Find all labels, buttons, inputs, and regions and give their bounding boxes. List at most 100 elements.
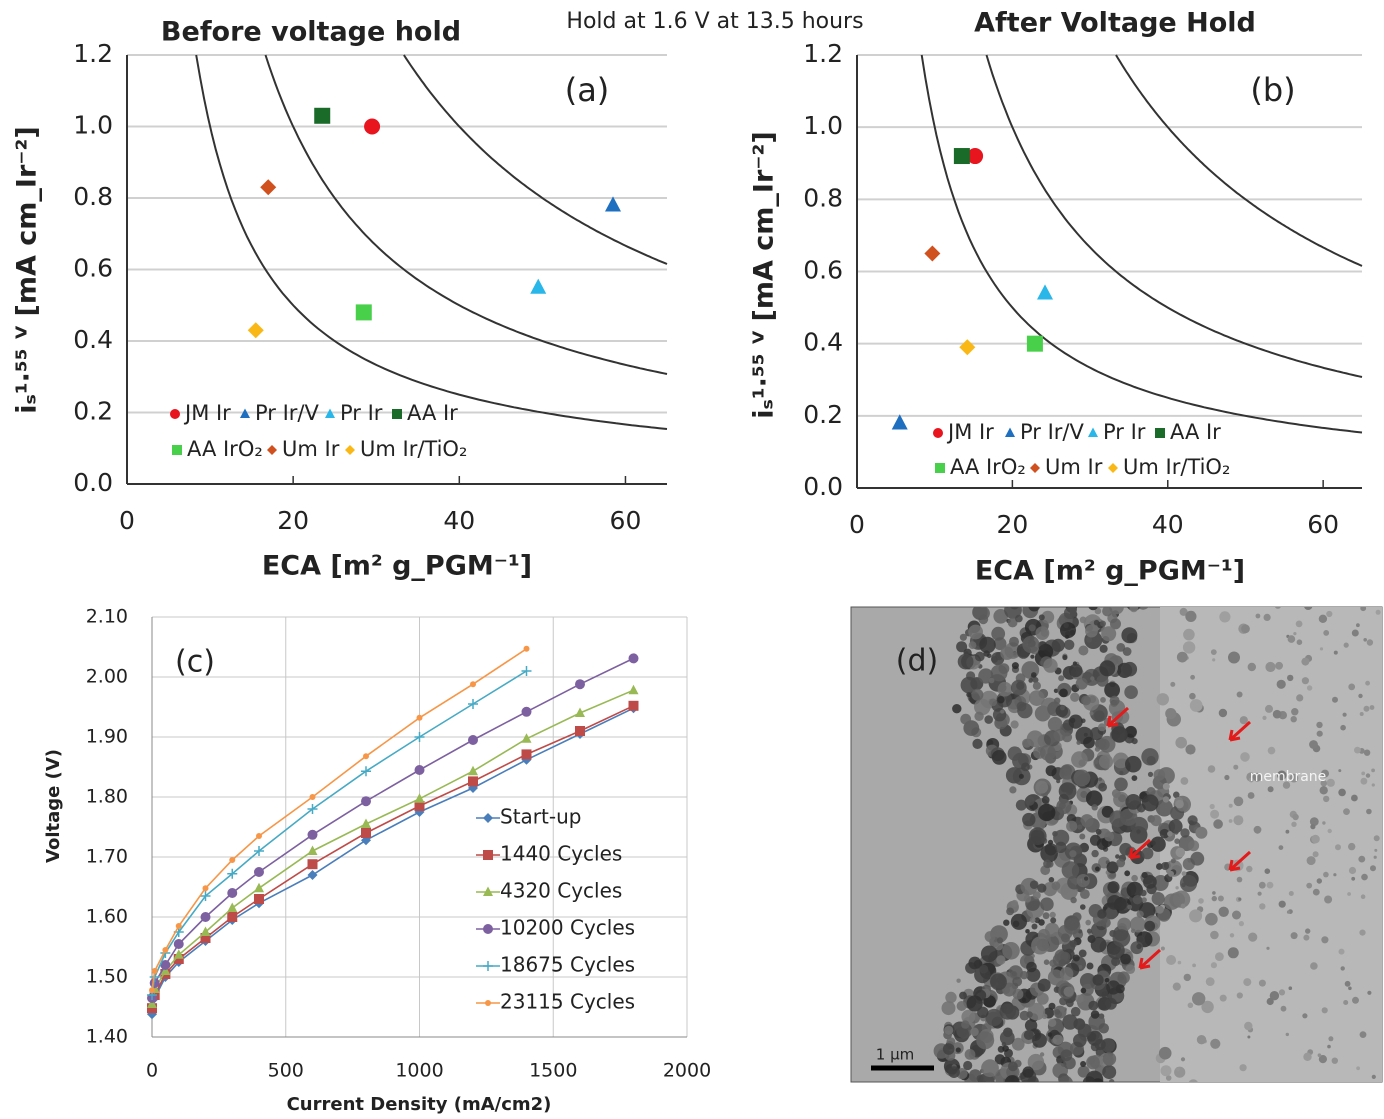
particles: [933, 597, 1381, 1082]
particle: [956, 641, 968, 653]
particle: [1024, 795, 1035, 806]
particle: [1037, 978, 1051, 992]
particle: [1143, 875, 1157, 889]
particle: [1367, 990, 1372, 995]
particle: [1004, 1075, 1020, 1082]
particle: [1228, 651, 1240, 664]
data-point: [200, 926, 211, 936]
data-point: [175, 923, 182, 929]
particle: [1077, 824, 1083, 830]
particle: [1115, 854, 1120, 859]
particle: [1009, 636, 1019, 647]
particle: [1144, 920, 1156, 932]
particle: [980, 945, 998, 963]
particle: [1088, 1000, 1099, 1011]
y-tick-label: 0.8: [803, 183, 843, 212]
particle: [971, 688, 984, 701]
particle: [996, 955, 1006, 965]
particle: [1053, 829, 1070, 846]
data-point: [967, 148, 984, 165]
particle: [1247, 1035, 1251, 1039]
particle: [1086, 636, 1093, 643]
data-point: [149, 987, 155, 994]
particle: [1125, 964, 1136, 974]
particle: [1050, 917, 1057, 924]
data-point: [361, 828, 371, 838]
particle: [1329, 600, 1334, 605]
data-point: [307, 859, 318, 870]
particle: [1211, 895, 1218, 902]
particle: [1236, 691, 1243, 698]
particle: [1008, 1061, 1018, 1072]
x-tick-label: 1500: [529, 1060, 577, 1082]
particle: [1289, 773, 1299, 783]
particle: [989, 698, 997, 707]
particle: [1060, 1049, 1073, 1062]
annotation: membrane: [1250, 769, 1327, 785]
particle: [1258, 881, 1266, 889]
particle: [1150, 840, 1156, 846]
particle: [1359, 712, 1364, 716]
particle: [1094, 607, 1102, 615]
particle: [1363, 705, 1370, 712]
chart-title: After Voltage Hold: [974, 8, 1256, 39]
data-point: [891, 414, 908, 430]
particle: [1112, 929, 1131, 947]
particle: [1333, 650, 1338, 655]
particle: [1134, 597, 1141, 604]
particle: [1102, 1065, 1117, 1080]
particle: [976, 607, 990, 620]
particle: [1109, 810, 1127, 828]
particle: [1048, 1018, 1057, 1027]
particle: [941, 1001, 956, 1016]
particle: [966, 692, 972, 698]
particle: [1079, 833, 1086, 840]
particle: [1175, 1067, 1181, 1072]
particle: [1120, 953, 1131, 965]
particle: [1051, 881, 1061, 891]
x-axis-label: ECA [m² g_PGM⁻¹]: [975, 556, 1245, 587]
particle: [1160, 946, 1165, 951]
particle: [1331, 1057, 1339, 1064]
particle: [979, 964, 989, 974]
particle: [966, 995, 983, 1012]
x-tick-label: 20: [277, 506, 309, 535]
particle: [1028, 624, 1036, 632]
y-tick-label: 0.6: [803, 256, 843, 285]
particle: [1068, 663, 1083, 678]
particle: [1174, 838, 1180, 844]
particle: [1141, 794, 1159, 812]
particle: [1218, 906, 1229, 917]
particle: [1036, 992, 1049, 1005]
particle: [1262, 715, 1267, 721]
particle: [1371, 768, 1375, 773]
particle: [1039, 744, 1056, 761]
particle: [1000, 598, 1004, 602]
x-tick-label: 60: [1307, 510, 1339, 539]
particle: [1201, 1000, 1214, 1014]
particle: [976, 1075, 984, 1082]
particle: [1166, 955, 1177, 965]
data-point: [521, 733, 532, 743]
particle: [990, 973, 1007, 991]
legend-label: Um Ir: [1045, 455, 1103, 479]
data-point: [468, 699, 478, 709]
particle: [1187, 815, 1198, 826]
particle: [1361, 771, 1366, 776]
particle: [1131, 775, 1138, 781]
particle: [1189, 699, 1203, 712]
particle: [1272, 709, 1282, 719]
particle: [1210, 1038, 1221, 1049]
data-point: [227, 888, 238, 898]
legend-label: 23115 Cycles: [500, 990, 635, 1014]
particle: [1132, 895, 1143, 905]
y-axis-label: iₛ¹·⁵⁵ ⱽ [mA cm_Ir⁻²]: [749, 131, 780, 418]
iso-curve: [1115, 54, 1363, 267]
particle: [1156, 693, 1170, 706]
data-point: [628, 684, 639, 695]
particle: [1348, 683, 1356, 691]
particle: [1238, 921, 1244, 927]
particle: [1047, 839, 1054, 845]
particle: [1190, 851, 1205, 866]
particle: [1301, 657, 1310, 666]
